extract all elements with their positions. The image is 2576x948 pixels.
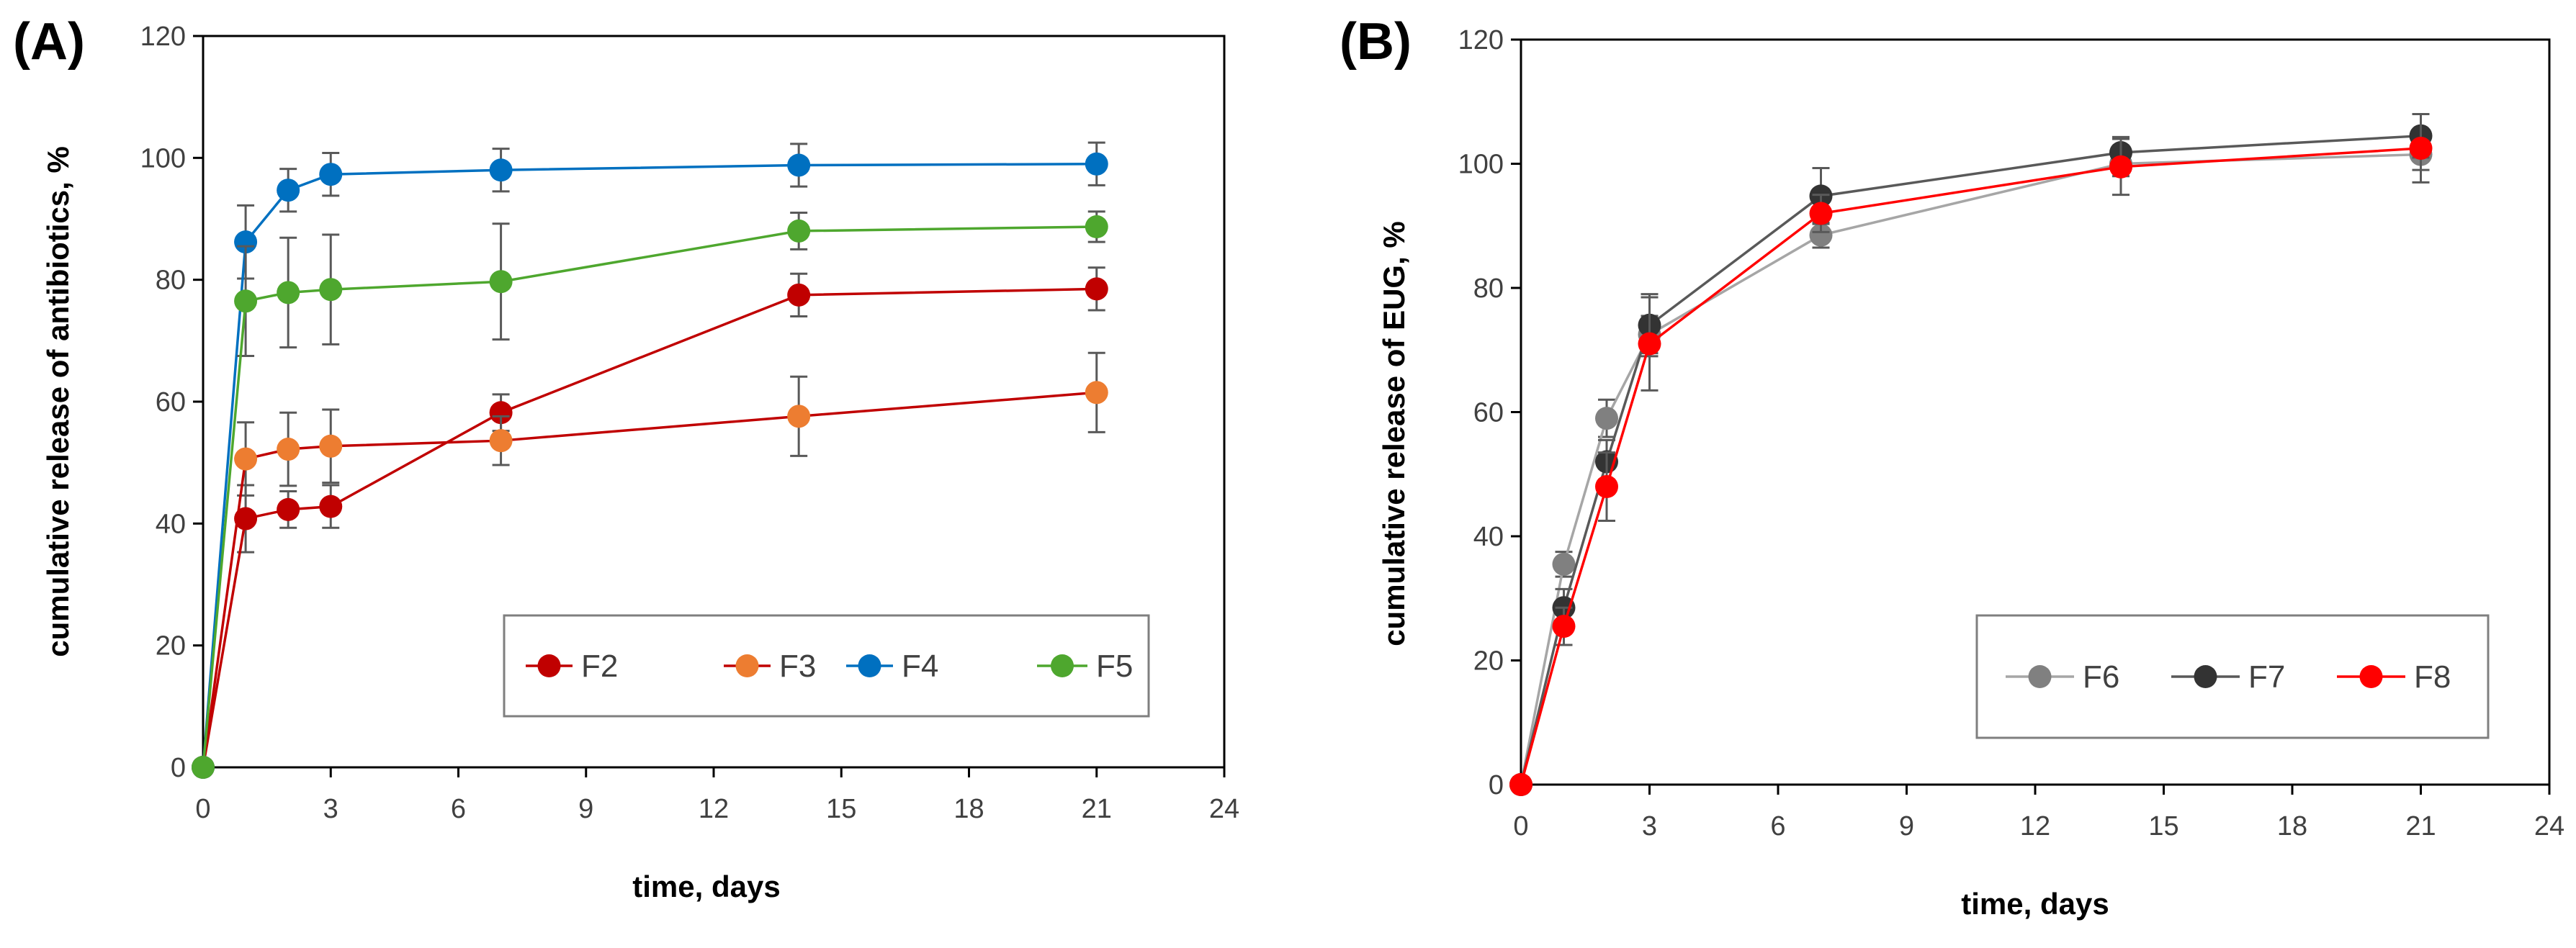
y-tick-label: 80 [156, 266, 186, 296]
data-point [277, 497, 300, 521]
data-point [1509, 773, 1532, 796]
data-point [319, 434, 343, 458]
chart-panel-b: (B) 0 20 40 60 80 100 120 0 3 6 9 12 15 18 21 24 time, da… [1339, 13, 2564, 921]
data-point [192, 756, 215, 779]
legend-label: F6 [2083, 659, 2119, 695]
data-point [787, 153, 811, 177]
legend-marker [537, 654, 561, 677]
data-point [2109, 155, 2132, 179]
y-tick-label: 40 [156, 509, 186, 539]
y-tick-label: 60 [1473, 398, 1504, 428]
y-tick-label: 80 [1473, 274, 1504, 304]
y-axis-title: cumulative release of EUG, % [1377, 221, 1411, 646]
y-tick-label: 20 [1473, 646, 1504, 677]
x-tick-label: 24 [2534, 811, 2564, 841]
panel-label: (A) [13, 13, 85, 71]
x-tick-label: 15 [826, 794, 856, 824]
data-point [1595, 475, 1618, 498]
x-tick-label: 12 [699, 794, 729, 824]
y-tick-label: 60 [156, 387, 186, 417]
x-tick-label: 21 [1082, 794, 1112, 824]
legend-label: F8 [2414, 659, 2451, 695]
data-point [234, 447, 258, 471]
data-point [1085, 215, 1108, 239]
legend-marker [2194, 665, 2217, 688]
series-f8 [1509, 113, 2433, 796]
legend-label: F5 [1096, 649, 1133, 684]
data-point [234, 289, 258, 313]
data-point [1085, 381, 1108, 405]
legend-marker [2359, 665, 2383, 688]
legend-marker [1051, 654, 1074, 677]
x-tick-label: 24 [1209, 794, 1239, 824]
data-point [489, 270, 513, 294]
panel-label: (B) [1339, 13, 1412, 71]
y-tick-label: 100 [140, 143, 186, 173]
x-tick-label: 3 [323, 794, 338, 824]
y-tick-label: 40 [1473, 522, 1504, 552]
legend: F2 F3 F4 F5 [503, 614, 1150, 718]
data-point [787, 219, 811, 243]
x-tick-label: 0 [1513, 811, 1528, 841]
data-point [489, 429, 513, 453]
y-tick-label: 120 [140, 22, 186, 52]
data-point [277, 281, 300, 304]
x-tick-label: 12 [2020, 811, 2050, 841]
x-axis-title: time, days [1961, 887, 2109, 921]
x-tick-label: 6 [451, 794, 466, 824]
x-tick-label: 6 [1770, 811, 1785, 841]
x-tick-label: 18 [953, 794, 984, 824]
x-tick-label: 18 [2277, 811, 2307, 841]
data-point [1085, 277, 1108, 301]
y-tick-label: 0 [1489, 770, 1504, 800]
x-tick-label: 3 [1642, 811, 1657, 841]
data-point [1552, 615, 1576, 638]
data-point [1809, 202, 1833, 225]
data-point [489, 401, 513, 425]
data-point [1595, 407, 1618, 430]
y-tick-label: 120 [1458, 25, 1504, 55]
legend: F6 F7 F8 [1975, 614, 2490, 739]
data-point [1552, 552, 1576, 576]
x-tick-label: 15 [2148, 811, 2178, 841]
data-point [787, 283, 811, 307]
legend-marker [858, 654, 881, 677]
series-f5 [192, 210, 1108, 779]
legend-label: F7 [2248, 659, 2285, 695]
x-tick-label: 9 [578, 794, 593, 824]
data-point [787, 405, 811, 428]
data-point [319, 163, 343, 186]
y-tick-label: 0 [171, 753, 186, 783]
legend-label: F2 [581, 649, 618, 684]
x-axis-title: time, days [632, 870, 780, 903]
y-tick-label: 20 [156, 631, 186, 662]
legend-marker [2028, 665, 2052, 688]
y-tick-label: 100 [1458, 150, 1504, 180]
legend-marker [735, 654, 759, 677]
data-point [277, 438, 300, 461]
x-tick-label: 21 [2405, 811, 2436, 841]
data-point [234, 230, 258, 254]
data-point [319, 495, 343, 518]
data-point [277, 179, 300, 202]
data-point [2409, 136, 2433, 160]
x-tick-label: 0 [195, 794, 210, 824]
chart-panel-a: (A) 0 20 40 60 80 100 120 0 3 6 9 12 15 18 21 24 time, da… [13, 13, 1239, 903]
data-point [1809, 223, 1833, 247]
y-axis-title: cumulative release of antibiotics, % [41, 146, 75, 657]
data-point [1085, 152, 1108, 176]
legend-label: F4 [902, 649, 938, 684]
data-point [234, 507, 258, 531]
data-point [1638, 332, 1661, 356]
data-point [489, 158, 513, 182]
legend-label: F3 [779, 649, 816, 684]
data-point [319, 278, 343, 302]
x-tick-label: 9 [1899, 811, 1914, 841]
